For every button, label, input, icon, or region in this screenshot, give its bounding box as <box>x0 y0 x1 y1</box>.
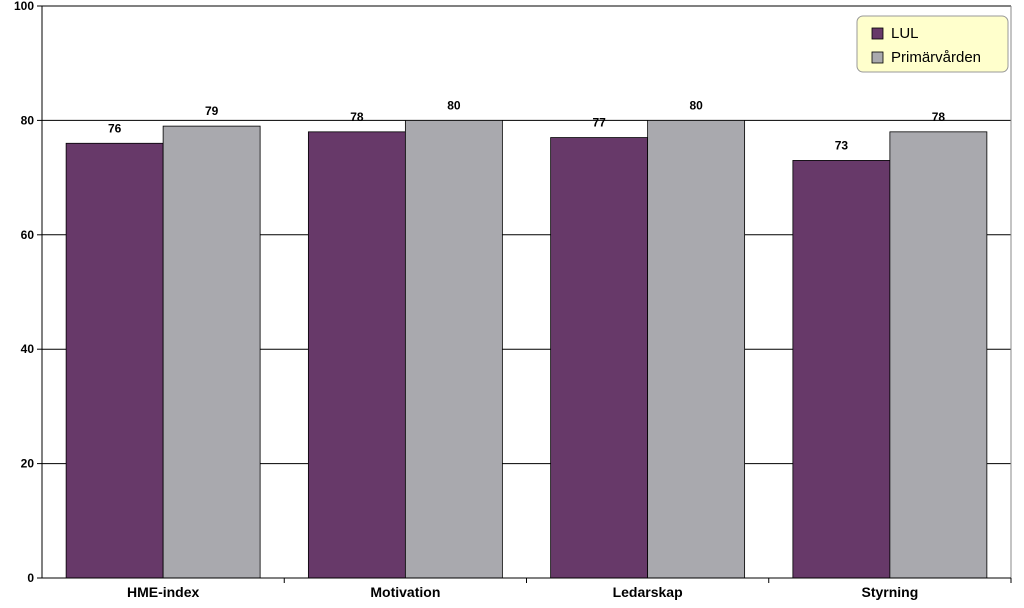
bar-lul-ledarskap <box>550 137 649 579</box>
legend: LUL Primärvården <box>856 15 1009 73</box>
data-label: 80 <box>689 98 703 112</box>
legend-label-lul: LUL <box>891 25 919 42</box>
bar-lul-motivation <box>307 131 406 579</box>
y-tick-label: 20 <box>21 457 35 471</box>
x-category-label: HME-index <box>127 584 200 600</box>
x-category-label: Ledarskap <box>613 584 683 600</box>
legend-swatch-primarvarden <box>871 51 884 64</box>
bar-prim-rv-rden-ledarskap <box>647 120 746 579</box>
legend-box <box>856 15 1009 73</box>
legend-swatch-lul <box>871 27 884 40</box>
y-tick-label: 60 <box>21 228 35 242</box>
y-tick-label: 100 <box>14 0 34 13</box>
bar-prim-rv-rden-motivation <box>404 120 503 579</box>
data-label: 78 <box>932 110 946 124</box>
data-label: 79 <box>205 104 219 118</box>
axes <box>41 6 1011 579</box>
labels: 0 20 40 60 80 100 76 79 HME-index 78 80 Motivation 7… <box>14 0 945 600</box>
bar-prim-rv-rden-hme-index <box>162 125 261 579</box>
data-label: 80 <box>447 98 461 112</box>
y-tick-label: 80 <box>21 113 35 127</box>
legend-label-primarvarden: Primärvården <box>891 49 981 66</box>
y-tick-label: 40 <box>21 342 35 356</box>
bar-prim-rv-rden-styrning <box>889 131 988 579</box>
y-tick-label: 0 <box>27 571 34 585</box>
data-label: 78 <box>350 110 364 124</box>
bar-lul-hme-index <box>65 142 164 579</box>
bars <box>65 120 988 579</box>
data-label: 77 <box>592 116 606 130</box>
x-category-label: Motivation <box>370 584 440 600</box>
x-category-label: Styrning <box>861 584 918 600</box>
data-label: 73 <box>835 138 849 152</box>
bar-lul-styrning <box>792 160 891 579</box>
data-label: 76 <box>108 121 122 135</box>
